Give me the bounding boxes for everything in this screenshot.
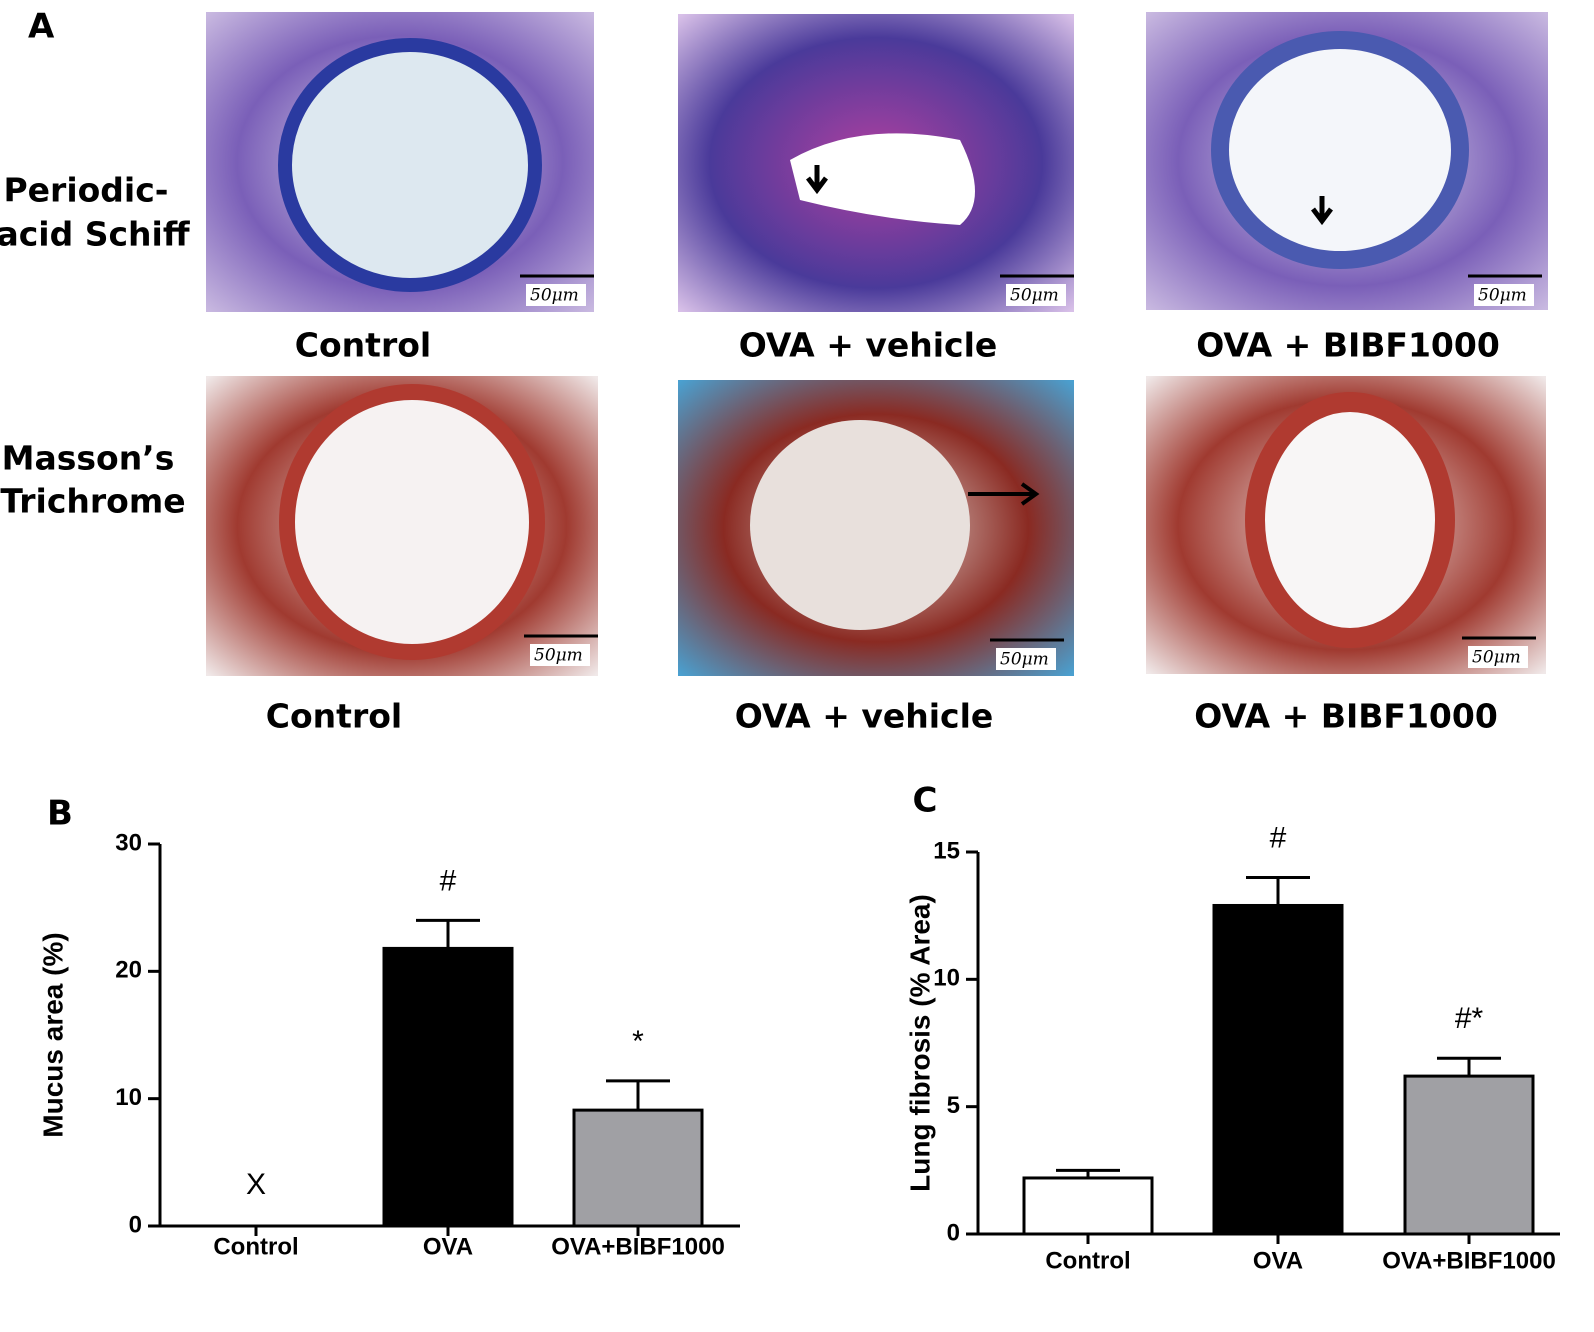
airway-lumen — [750, 420, 970, 630]
bar — [1212, 903, 1344, 1236]
scale-bar-label: 50μm — [1010, 286, 1059, 306]
arrow — [1311, 196, 1333, 226]
stain-label: Trichrome — [0, 482, 185, 521]
y-tick-label: 0 — [129, 1211, 142, 1238]
x-tick-label: OVA+BIBF1000 — [1382, 1247, 1556, 1274]
annotation: #* — [1455, 1002, 1484, 1035]
y-tick-label: 10 — [115, 1084, 142, 1111]
image-caption: OVA + BIBF1000 — [1194, 697, 1498, 736]
annotation: X — [246, 1168, 266, 1201]
bar — [1403, 1074, 1535, 1236]
annotation: # — [440, 864, 457, 897]
panel-label: B — [47, 794, 73, 834]
bar — [382, 946, 514, 1228]
scale-bar-box — [526, 284, 586, 306]
scale-bar-box — [1468, 646, 1528, 668]
annotation: * — [632, 1025, 644, 1058]
bar — [1022, 1176, 1154, 1236]
scale-bar-box — [996, 648, 1056, 670]
panel-a: A 50μm 50μm 50μm 50μm 50μm 50μm Periodic- aci… — [0, 7, 1548, 736]
airway-lumen — [1211, 31, 1469, 269]
bar — [572, 1108, 704, 1228]
x-tick-label: Control — [1045, 1247, 1130, 1274]
y-tick-label: 0 — [947, 1219, 960, 1246]
stain-label: acid Schiff — [0, 215, 191, 254]
arrow — [968, 482, 1040, 506]
y-tick-label: 15 — [933, 837, 960, 864]
y-tick-label: 30 — [115, 829, 142, 856]
airway-lumen — [790, 133, 975, 225]
y-tick-label: 5 — [947, 1092, 960, 1119]
airway-lumen — [1245, 392, 1455, 648]
y-axis-label: Lung fibrosis (% Area) — [904, 894, 935, 1192]
scale-bar-label: 50μm — [530, 286, 579, 306]
stain-label: Masson’s — [2, 439, 175, 478]
image-caption: OVA + vehicle — [739, 326, 998, 365]
x-tick-label: OVA+BIBF1000 — [551, 1233, 725, 1260]
image-caption: OVA + vehicle — [735, 697, 994, 736]
scale-bar-label: 50μm — [1472, 648, 1521, 668]
scale-bar-label: 50μm — [534, 646, 583, 666]
scale-bar-label: 50μm — [1478, 286, 1527, 306]
airway-lumen — [278, 38, 542, 292]
annotation: # — [1270, 821, 1287, 854]
y-tick-label: 10 — [933, 965, 960, 992]
panel-label: C — [913, 781, 938, 821]
image-caption: OVA + BIBF1000 — [1196, 326, 1500, 365]
x-tick-label: OVA — [423, 1233, 473, 1260]
scale-bar-box — [1006, 284, 1066, 306]
y-tick-label: 20 — [115, 957, 142, 984]
image-caption: Control — [266, 697, 402, 736]
stain-label: Periodic- — [3, 171, 168, 210]
x-tick-label: Control — [213, 1233, 298, 1260]
scale-bar-label: 50μm — [1000, 650, 1049, 670]
image-caption: Control — [295, 326, 431, 365]
y-axis-label: Mucus area (%) — [37, 932, 68, 1137]
scale-bar-box — [1474, 284, 1534, 306]
x-tick-label: OVA — [1253, 1247, 1303, 1274]
panel-label: A — [28, 7, 55, 47]
airway-lumen — [279, 384, 545, 660]
arrow — [806, 165, 828, 195]
scale-bar-box — [530, 644, 590, 666]
